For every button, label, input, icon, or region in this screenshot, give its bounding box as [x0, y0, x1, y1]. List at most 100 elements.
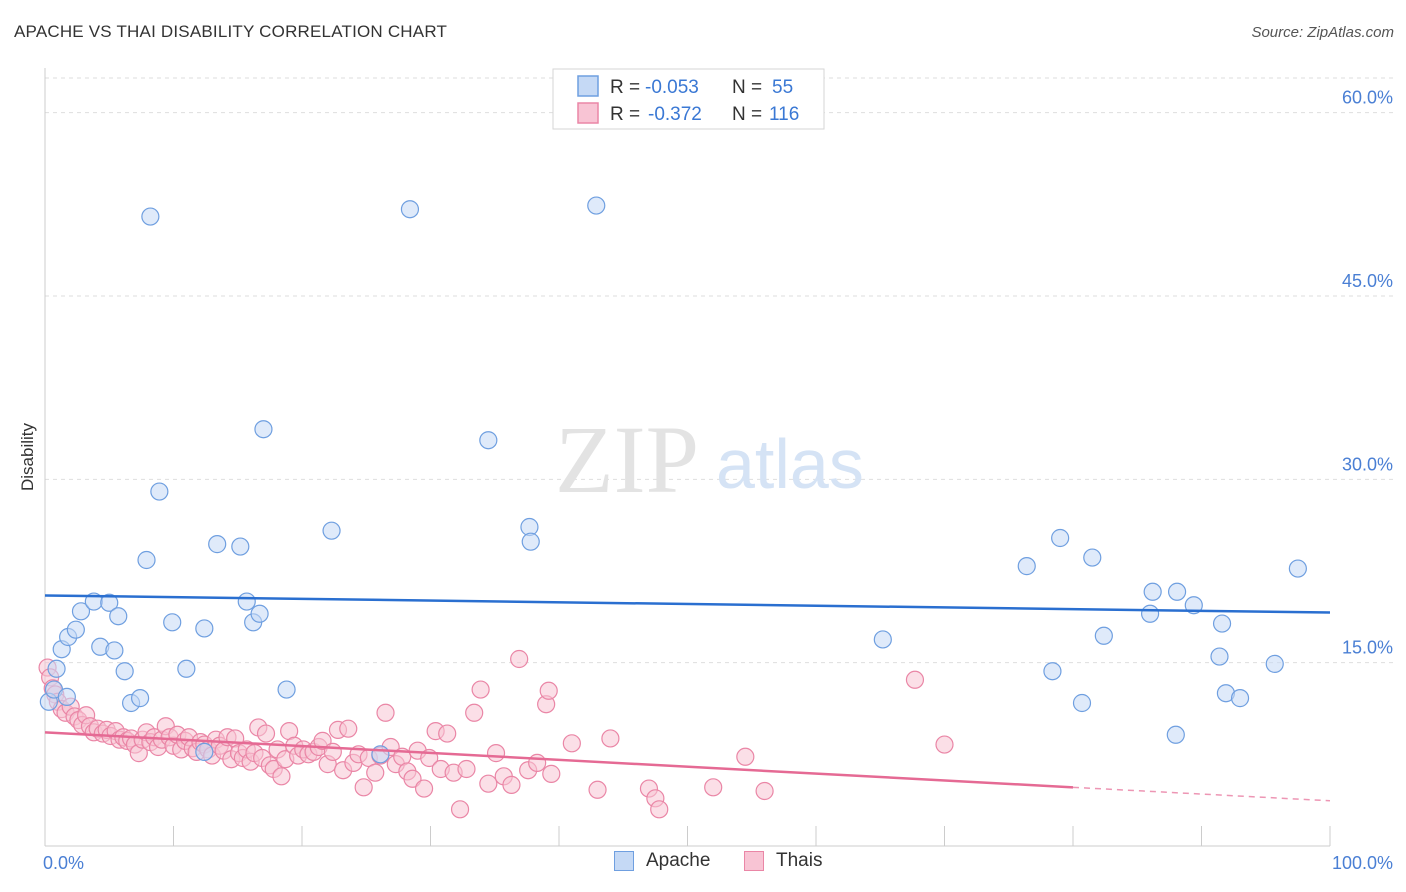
apache-point	[479, 431, 498, 450]
apache-point	[521, 532, 540, 551]
legend-n-value-apache: 55	[772, 77, 793, 98]
thai-point	[438, 724, 457, 743]
thai-point	[376, 703, 395, 722]
legend-r-value-thai: -0.372	[648, 104, 702, 125]
apache-point	[1094, 626, 1113, 645]
thai-point	[510, 649, 529, 669]
apache-point	[1288, 559, 1307, 578]
apache-point	[1083, 548, 1102, 567]
grid-lines	[45, 77, 1393, 664]
legend-item-apache: Apache	[614, 850, 710, 872]
apache-point	[130, 689, 150, 708]
legend-swatch-apache	[577, 75, 599, 97]
apache-point	[100, 593, 119, 612]
apache-point	[1051, 528, 1070, 548]
apache-point	[1167, 582, 1187, 601]
thai-point	[486, 744, 506, 763]
x-tick-labels: 0.0% 100.0%	[43, 853, 1393, 873]
apache-point	[163, 613, 182, 632]
watermark: ZIP atlas	[555, 406, 864, 513]
apache-point	[208, 535, 227, 554]
thai-point	[272, 767, 291, 786]
thai-points	[38, 649, 954, 819]
apache-point	[71, 602, 91, 621]
thai-point	[366, 763, 385, 782]
legend-label-thais: Thais	[776, 850, 823, 871]
apache-point	[231, 537, 250, 556]
source-label: Source: ZipAtlas.com	[1251, 24, 1394, 41]
thai-point	[479, 774, 498, 793]
apache-point	[873, 630, 892, 649]
y-axis-label: Disability	[18, 422, 37, 491]
y-tick-label: 30.0%	[1342, 454, 1393, 474]
thai-trend-line	[44, 731, 1074, 789]
trend-lines	[44, 594, 1331, 802]
apache-point	[1212, 614, 1232, 633]
apache-point	[1230, 689, 1250, 708]
apache-point	[66, 620, 85, 639]
apache-point	[250, 604, 269, 623]
apache-point	[57, 687, 76, 706]
apache-point	[1166, 725, 1185, 744]
apache-point	[1072, 693, 1092, 713]
legend-swatch-thai	[577, 102, 599, 124]
legend-label-apache: Apache	[646, 850, 711, 871]
apache-point	[277, 680, 296, 699]
apache-trend-line	[44, 594, 1331, 614]
apache-point	[1043, 662, 1062, 681]
apache-point	[237, 592, 256, 611]
thai-point	[339, 719, 358, 738]
y-tick-label: 15.0%	[1342, 638, 1393, 658]
legend-r-label-apache: R =	[610, 77, 640, 98]
correlation-legend: R = -0.053 N = 55 R = -0.372 N = 116	[552, 68, 825, 130]
apache-point	[177, 659, 196, 678]
apache-point	[1140, 604, 1160, 623]
thai-point	[704, 778, 723, 797]
apache-point	[195, 619, 214, 638]
thai-point	[256, 724, 276, 743]
thai-point	[414, 779, 434, 798]
x-tick-label-max: 100.0%	[1332, 853, 1393, 873]
apache-points	[39, 196, 1307, 764]
thai-point	[935, 735, 954, 754]
thais-swatch-icon	[744, 851, 764, 871]
apache-point	[1017, 557, 1036, 576]
legend-r-value-apache: -0.053	[645, 77, 699, 98]
legend-n-label-apache: N =	[732, 77, 762, 98]
apache-point	[109, 607, 128, 626]
thai-point	[354, 778, 373, 797]
thai-point	[528, 753, 547, 772]
thai-point	[736, 747, 755, 766]
thai-point	[457, 759, 476, 779]
apache-point	[400, 200, 420, 219]
apache-point	[47, 659, 66, 678]
apache-point	[105, 641, 124, 660]
thai-point	[471, 680, 490, 699]
apache-swatch-icon	[614, 851, 634, 871]
thai-point	[450, 800, 470, 819]
thai-point	[562, 734, 581, 753]
watermark-zip: ZIP	[555, 406, 699, 513]
thai-point	[403, 769, 422, 788]
apache-point	[254, 420, 273, 439]
apache-point	[1143, 582, 1162, 601]
y-tick-label: 45.0%	[1342, 271, 1393, 291]
apache-point	[1210, 647, 1229, 666]
legend-n-value-thai: 116	[769, 104, 799, 125]
y-tick-label: 60.0%	[1342, 88, 1393, 108]
apache-point	[150, 482, 169, 501]
thai-point	[755, 781, 774, 801]
apache-point	[322, 521, 341, 540]
apache-point	[115, 662, 134, 681]
series-legend: Apache Thais	[0, 850, 1406, 880]
axes	[44, 68, 1331, 847]
apache-point	[1265, 654, 1284, 673]
chart-title: APACHE VS THAI DISABILITY CORRELATION CH…	[14, 22, 448, 41]
legend-n-label-thai: N =	[732, 104, 762, 125]
apache-point	[195, 742, 214, 761]
apache-point	[587, 196, 606, 215]
y-tick-labels: 15.0% 30.0% 45.0% 60.0%	[1342, 88, 1393, 658]
thai-trend-extension	[1072, 786, 1331, 802]
thai-point	[601, 729, 620, 748]
